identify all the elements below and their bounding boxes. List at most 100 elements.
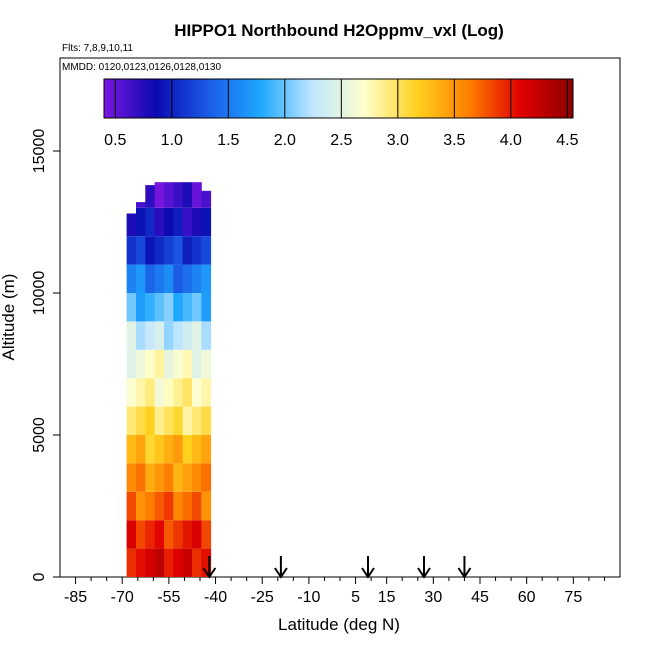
heatmap-cell <box>126 435 137 464</box>
heatmap-cell <box>173 264 184 293</box>
heatmap-cell <box>154 236 165 265</box>
heatmap-cell <box>136 435 146 464</box>
heatmap-cell <box>136 207 146 237</box>
heatmap-cell <box>192 236 202 265</box>
colorbar-tick-label: 1.5 <box>217 132 239 149</box>
heatmap-cell <box>136 293 146 322</box>
heatmap-cell <box>192 491 202 521</box>
heatmap-cell <box>164 182 174 208</box>
heatmap-cell <box>201 435 212 464</box>
heatmap-cell <box>182 406 193 435</box>
x-tick-label: -40 <box>204 589 227 606</box>
y-axis: 0 5000 10000 15000 <box>31 129 60 581</box>
heatmap-cell <box>164 321 174 350</box>
heatmap-cell <box>173 349 184 379</box>
heatmap-cell <box>173 321 184 350</box>
heatmap-cell <box>182 182 193 208</box>
heatmap-cell <box>126 293 137 322</box>
heatmap-cell <box>145 378 156 407</box>
heatmap-cell <box>164 236 174 265</box>
heatmap-cell <box>136 378 146 407</box>
heatmap-layer <box>126 182 212 577</box>
heatmap-cell <box>126 213 137 237</box>
x-tick-label: -10 <box>297 589 320 606</box>
heatmap-cell <box>164 435 174 464</box>
heatmap-cell <box>136 520 146 549</box>
heatmap-cell <box>145 236 156 265</box>
heatmap-cell <box>182 548 193 577</box>
colorbar: 0.5 1.0 1.5 2.0 2.5 3.0 3.5 4.0 4.5 <box>103 78 579 149</box>
heatmap-cell <box>192 349 202 379</box>
x-axis-title: Latitude (deg N) <box>278 615 400 634</box>
heatmap-cell <box>126 264 137 293</box>
heatmap-cell <box>182 349 193 379</box>
heatmap-cell <box>192 548 202 577</box>
heatmap-cell <box>182 236 193 265</box>
heatmap-cell <box>182 293 193 322</box>
heatmap-cell <box>154 264 165 293</box>
x-tick-label: 30 <box>424 589 442 606</box>
heatmap-cell <box>154 207 165 237</box>
heatmap-cell <box>136 236 146 265</box>
heatmap-cell <box>201 264 212 293</box>
heatmap-cell <box>164 349 174 379</box>
x-tick-label: 45 <box>471 589 489 606</box>
heatmap-cell <box>201 236 212 265</box>
heatmap-cell <box>154 182 165 208</box>
colorbar-tick-label: 1.0 <box>161 132 183 149</box>
heatmap-cell <box>145 548 156 577</box>
heatmap-cell <box>136 264 146 293</box>
colorbar-tick-label: 4.5 <box>556 132 578 149</box>
flight-arrow <box>274 556 288 579</box>
heatmap-cell <box>182 321 193 350</box>
heatmap-cell <box>145 406 156 435</box>
heatmap-cell <box>173 236 184 265</box>
heatmap-cell <box>136 202 146 208</box>
heatmap-cell <box>182 264 193 293</box>
colorbar-tick-label: 2.0 <box>274 132 296 149</box>
flight-arrow <box>202 556 217 579</box>
heatmap-cell <box>182 207 193 237</box>
heatmap-cell <box>164 264 174 293</box>
heatmap-cell <box>201 548 212 577</box>
heatmap-cell <box>126 520 137 549</box>
heatmap-cell <box>192 207 202 237</box>
heatmap-cell <box>173 406 184 435</box>
y-axis-title: Altitude (m) <box>0 274 18 361</box>
colorbar-tick-label: 3.0 <box>387 132 409 149</box>
x-tick-label: 15 <box>378 589 396 606</box>
heatmap-cell <box>126 378 137 407</box>
heatmap-cell <box>126 236 137 265</box>
y-tick-label: 10000 <box>31 271 48 316</box>
flight-arrows <box>202 556 472 579</box>
heatmap-cell <box>136 548 146 577</box>
flights-label: Flts: 7,8,9,10,11 <box>62 43 133 54</box>
x-tick-label: 5 <box>351 589 360 606</box>
heatmap-cell <box>173 435 184 464</box>
heatmap-cell <box>154 520 165 549</box>
heatmap-cell <box>164 293 174 322</box>
heatmap-cell <box>145 293 156 322</box>
heatmap-cell <box>136 406 146 435</box>
heatmap-cell <box>164 491 174 521</box>
heatmap-cell <box>145 185 156 208</box>
flight-arrow <box>361 556 375 579</box>
colorbar-tick-label: 2.5 <box>330 132 352 149</box>
heatmap-cell <box>164 520 174 549</box>
heatmap-cell <box>126 349 137 379</box>
x-tick-label: -70 <box>111 589 134 606</box>
heatmap-cell <box>201 491 212 521</box>
heatmap-cell <box>136 491 146 521</box>
heatmap-cell <box>201 190 212 208</box>
heatmap-cell <box>136 321 146 350</box>
heatmap-cell <box>201 463 212 492</box>
heatmap-cell <box>201 293 212 322</box>
heatmap-cell <box>154 349 165 379</box>
heatmap-cell <box>145 463 156 492</box>
x-axis: -85 -70 -55 -40 -25 -10 5 15 30 45 60 75 <box>64 577 605 606</box>
heatmap-cell <box>154 435 165 464</box>
colorbar-gradient <box>103 78 574 119</box>
heatmap-cell <box>192 182 202 208</box>
heatmap-cell <box>173 520 184 549</box>
